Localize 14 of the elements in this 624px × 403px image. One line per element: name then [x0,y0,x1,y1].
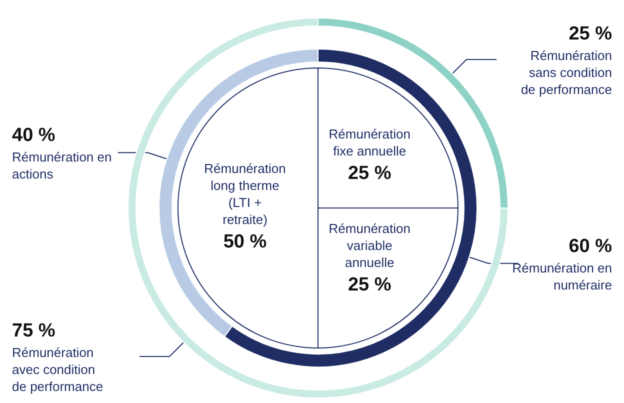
slice-label: Rémunération variable annuelle [328,221,410,270]
slice-label: Rémunération fixe annuelle [328,126,410,158]
slice-label: Rémunération en actions [12,150,112,182]
slice-label: Rémunération sans condition de performance [520,48,612,98]
slice-label: Rémunération en numéraire [512,260,612,292]
data-label: 40 % [12,125,56,146]
data-label: 25 % [348,162,392,184]
data-label: 25 % [348,274,392,296]
data-label: 50 % [223,232,267,252]
slice-label: Rémunération avec condition de performance [12,344,104,394]
slice-label: Rémunération long therme (LTI + retraite) [204,161,286,227]
data-label: 75 % [12,320,56,342]
data-label: 60 % [568,236,612,257]
data-label: 25 % [568,24,612,45]
